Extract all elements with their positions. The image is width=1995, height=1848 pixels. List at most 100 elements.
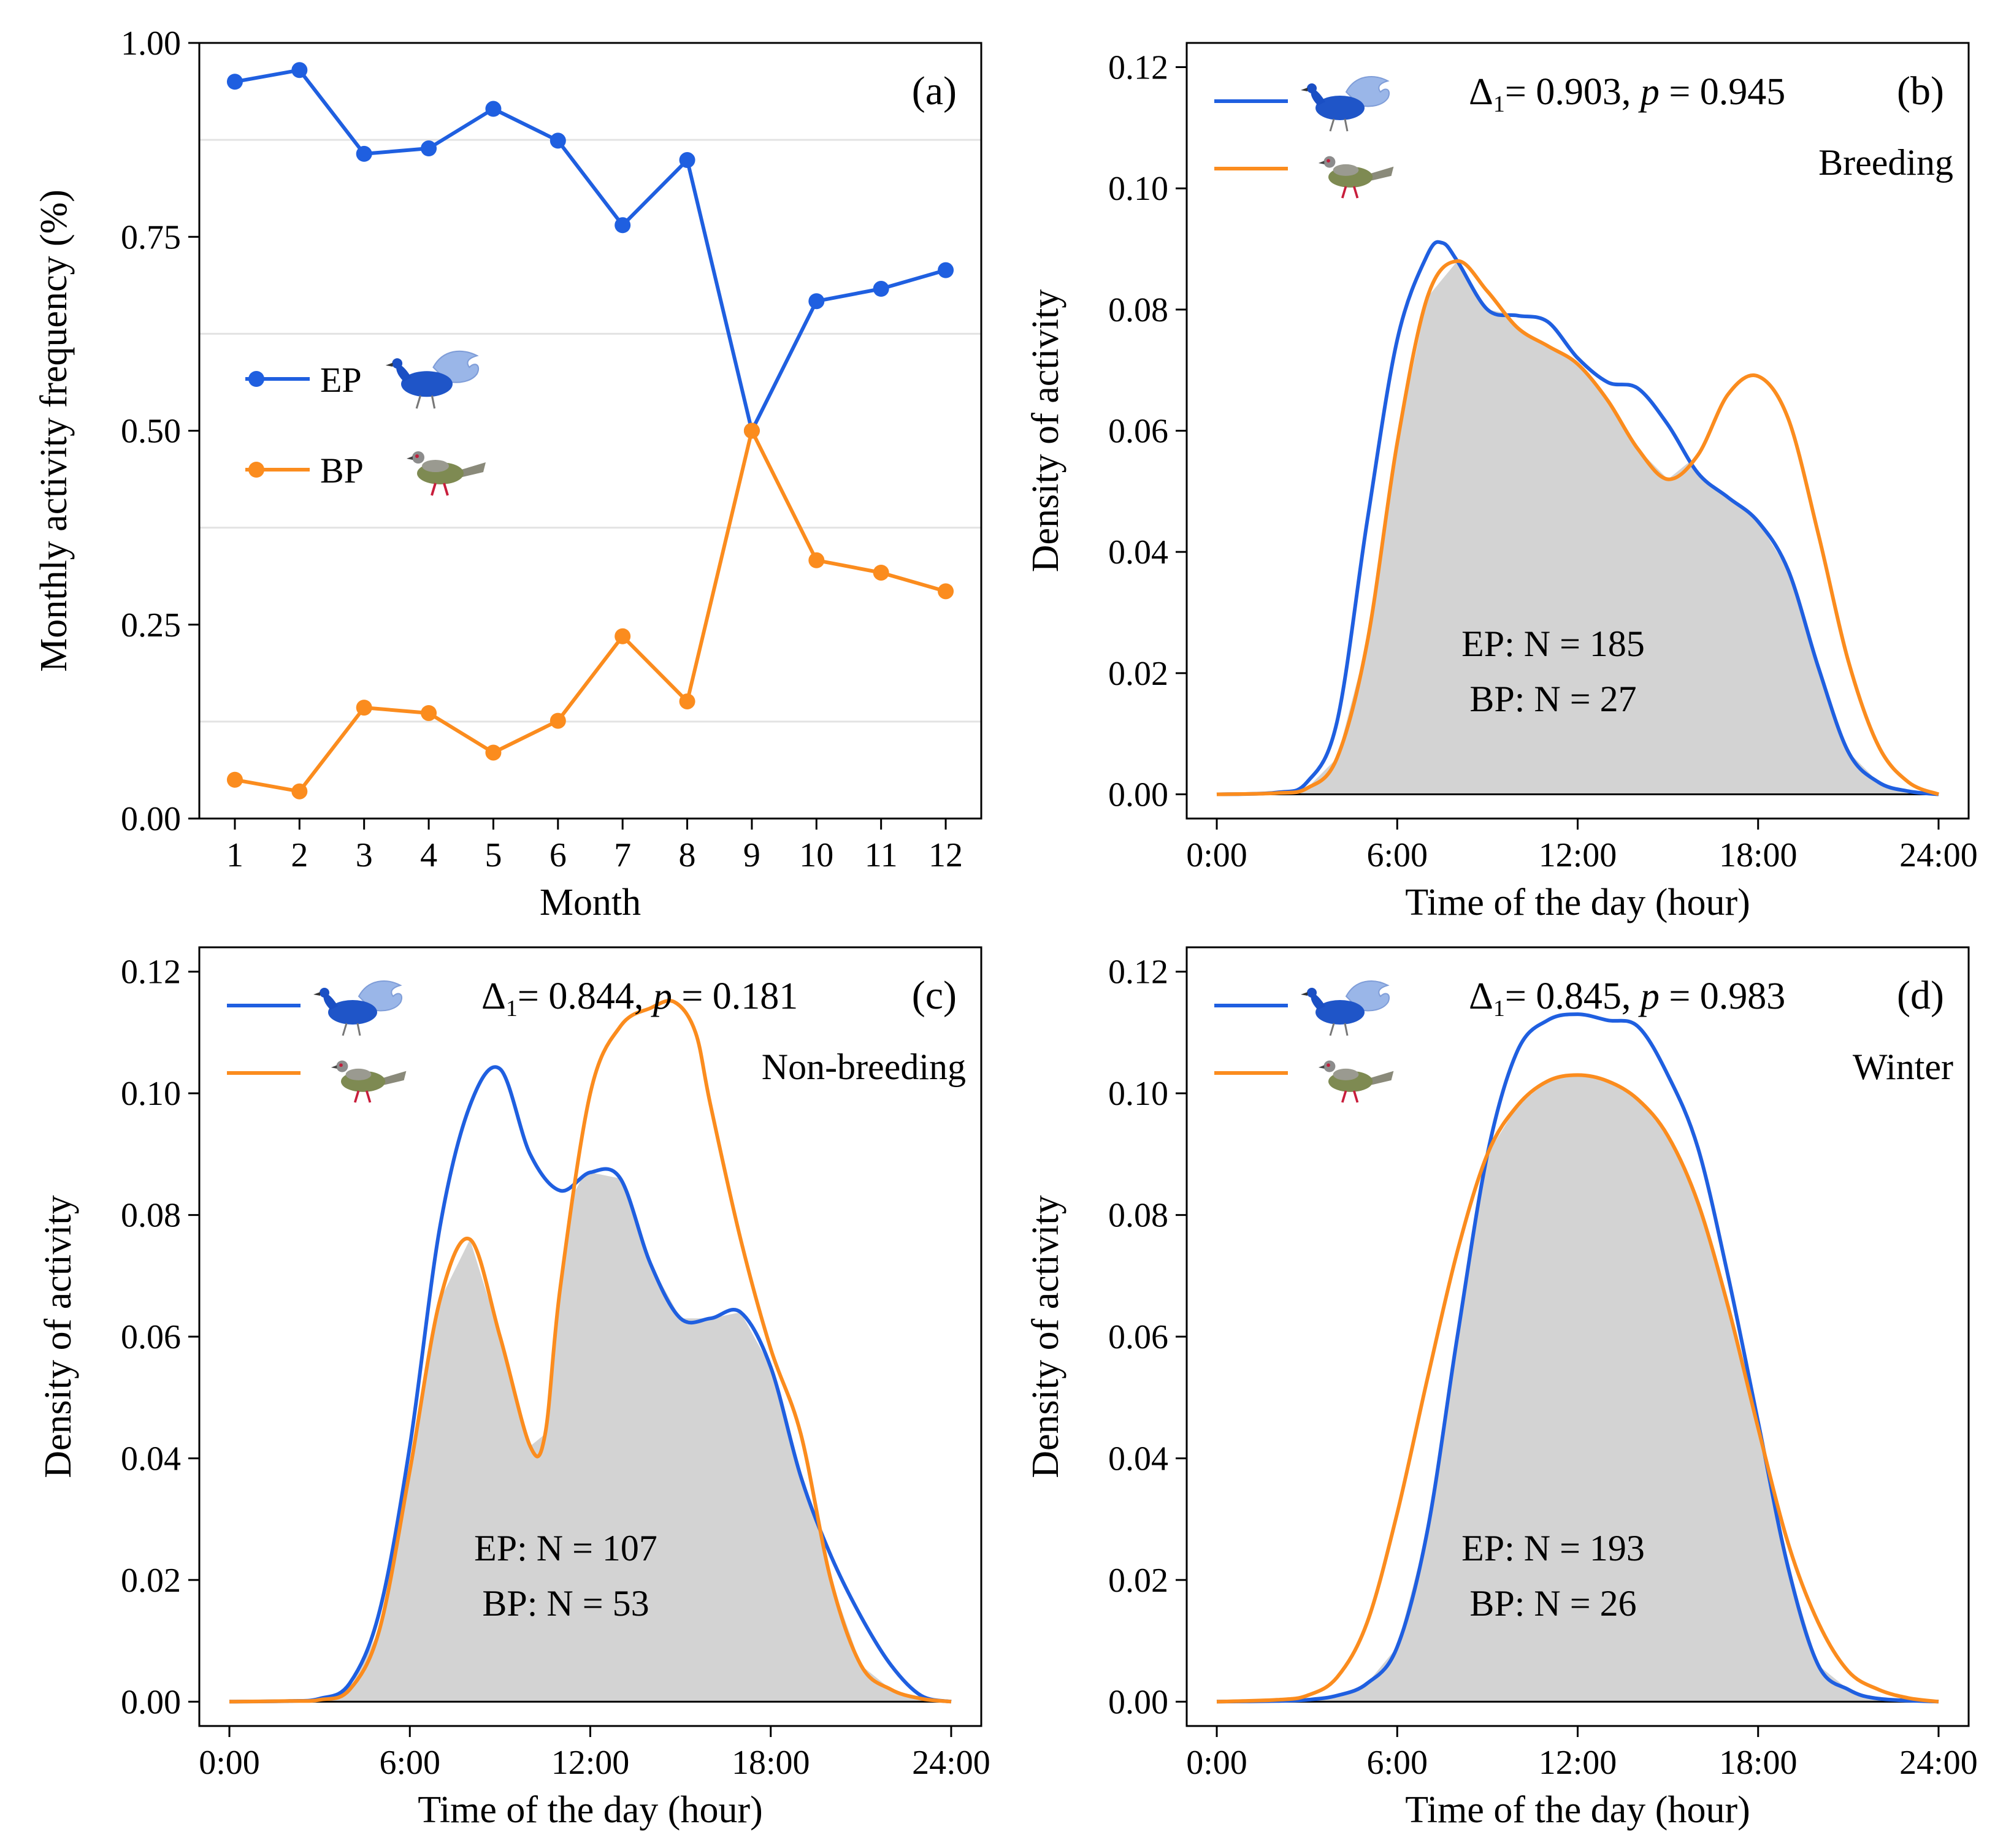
data-point-bp	[679, 693, 695, 709]
x-tick-label: 8	[679, 836, 696, 874]
data-point-ep	[226, 74, 243, 90]
pheasant-leg	[1352, 1090, 1359, 1103]
legend	[1214, 76, 1394, 199]
peacock-neck	[1311, 88, 1325, 105]
x-tick-label: 6:00	[1366, 836, 1428, 874]
pheasant-beak	[331, 1065, 337, 1069]
data-point-bp	[421, 704, 437, 721]
y-tick-label: 0.08	[1108, 1197, 1168, 1235]
data-point-bp	[873, 564, 889, 581]
pheasant-back	[345, 1068, 372, 1080]
peacock-neck	[323, 993, 338, 1010]
x-tick-label: 0:00	[1186, 1744, 1247, 1782]
peacock-neck	[396, 363, 412, 382]
y-tick-label: 0.06	[121, 1318, 181, 1356]
y-tick-label: 0.10	[1108, 1075, 1168, 1113]
data-point-bp	[743, 422, 760, 439]
peacock-leg	[1329, 118, 1335, 132]
peacock-leg	[415, 395, 422, 409]
x-tick-label: 3	[356, 836, 373, 874]
x-tick-label: 11	[865, 836, 898, 874]
x-tick-label: 7	[614, 836, 631, 874]
data-point-ep	[938, 262, 954, 278]
x-tick-label: 12:00	[1539, 1744, 1617, 1782]
overlap-statistic: Δ1= 0.844, p = 0.181	[481, 976, 798, 1021]
y-tick-label: 0.12	[121, 953, 181, 991]
x-tick-label: 6	[549, 836, 567, 874]
y-tick-label: 1.00	[121, 25, 181, 63]
overlap-area	[229, 1172, 951, 1702]
x-axis-label: Time of the day (hour)	[1405, 1789, 1750, 1831]
peacock-beak	[313, 992, 320, 996]
p-symbol: p	[651, 976, 672, 1017]
data-point-bp	[549, 712, 566, 729]
panel-a: 0.000.250.500.751.001 2 3 4 5 6 7 8 9 10 11 12Month…	[33, 25, 982, 923]
data-point-ep	[808, 293, 825, 310]
y-tick-label: 0.04	[121, 1440, 181, 1478]
peacock-leg	[1329, 1023, 1335, 1036]
pheasant-back	[1333, 1068, 1359, 1080]
peacock-head	[1307, 988, 1317, 998]
peacock-leg	[1344, 118, 1349, 132]
pheasant-eye	[415, 454, 419, 458]
y-tick-label: 0.04	[1108, 1440, 1168, 1478]
panel-label: (a)	[912, 69, 957, 113]
delta-subscript: 1	[1493, 91, 1505, 117]
density-curve-ep	[1216, 240, 1939, 796]
data-point-bp	[615, 628, 631, 644]
pheasant-back	[422, 460, 449, 472]
pheasant-beak	[1318, 161, 1325, 164]
x-tick-label: 0:00	[1186, 836, 1247, 874]
peacock-beak	[385, 362, 393, 367]
y-tick-label: 0.06	[1108, 1318, 1168, 1356]
data-point-ep	[421, 140, 437, 157]
x-tick-label: 1	[226, 836, 243, 874]
y-tick-label: 0.04	[1108, 533, 1168, 571]
y-tick-label: 0.12	[1108, 953, 1168, 991]
x-tick-label: 18:00	[1719, 1744, 1798, 1782]
series-line-bp	[234, 429, 946, 793]
blue-peafowl-icon	[313, 980, 403, 1036]
peacock-body	[1315, 1000, 1365, 1025]
p-value: = 0.181	[672, 976, 798, 1017]
sample-size-bp: BP: N = 27	[1469, 679, 1636, 719]
delta-subscript: 1	[506, 996, 518, 1021]
overlap-value: = 0.903,	[1505, 71, 1641, 113]
legend	[227, 980, 407, 1103]
peacock-leg	[431, 395, 436, 409]
delta-symbol: Δ	[1469, 976, 1493, 1017]
x-tick-label: 24:00	[912, 1744, 990, 1782]
overlap-value: = 0.845,	[1505, 976, 1641, 1017]
pheasant-leg	[1352, 186, 1359, 199]
y-tick-label: 0.02	[121, 1562, 181, 1600]
peacock-tail	[432, 350, 480, 383]
overlap-statistic: Δ1= 0.845, p = 0.983	[1469, 976, 1785, 1021]
pheasant-tail	[1370, 1071, 1394, 1085]
peacock-head	[320, 988, 329, 998]
data-point-ep	[615, 217, 631, 234]
pheasant-leg	[431, 483, 437, 496]
pheasant-beak	[407, 456, 413, 460]
p-symbol: p	[1638, 71, 1660, 113]
y-tick-label: 0.10	[1108, 170, 1168, 208]
x-tick-label: 12:00	[551, 1744, 630, 1782]
overlap-statistic: Δ1= 0.903, p = 0.945	[1469, 71, 1785, 117]
data-point-ep	[679, 152, 695, 169]
y-axis-label: Density of activity	[1025, 1195, 1066, 1478]
y-tick-label: 0.08	[121, 1197, 181, 1235]
peacock-leg	[1344, 1023, 1349, 1036]
peacock-head	[392, 358, 403, 369]
x-tick-label: 24:00	[1899, 1744, 1978, 1782]
data-point-bp	[291, 783, 308, 800]
delta-symbol: Δ	[481, 976, 506, 1017]
peacock-tail	[358, 980, 403, 1012]
p-symbol: p	[1638, 976, 1660, 1017]
delta-symbol: Δ	[1469, 71, 1493, 113]
sample-size-ep: EP: N = 193	[1461, 1528, 1645, 1568]
peacock-neck	[1311, 993, 1325, 1010]
x-tick-label: 6:00	[379, 1744, 440, 1782]
y-tick-label: 0.00	[121, 1683, 181, 1721]
x-tick-label: 0:00	[199, 1744, 260, 1782]
pheasant-leg	[443, 483, 449, 496]
